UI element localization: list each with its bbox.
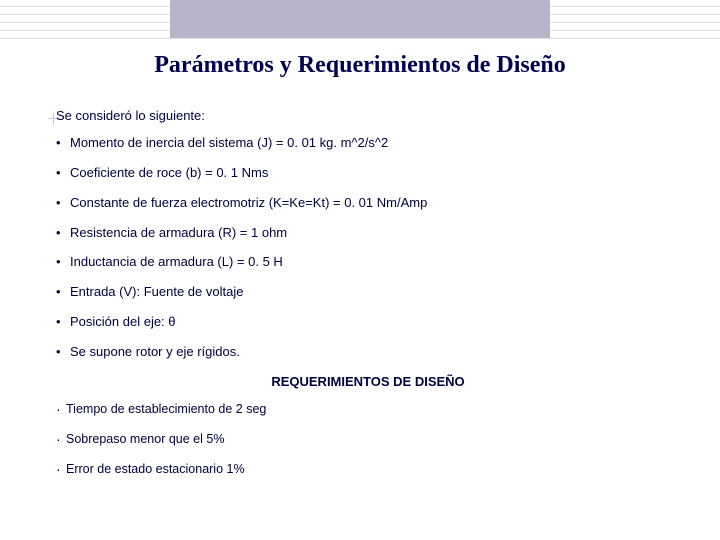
slide-title: Parámetros y Requerimientos de Diseño	[0, 52, 720, 79]
list-item: Coeficiente de roce (b) = 0. 1 Nms	[56, 165, 680, 182]
list-item: Error de estado estacionario 1%	[56, 461, 680, 477]
parameter-list: Momento de inercia del sistema (J) = 0. …	[56, 135, 680, 361]
requirements-heading: REQUERIMIENTOS DE DISEÑO	[56, 374, 680, 391]
list-item: Sobrepaso menor que el 5%	[56, 431, 680, 447]
list-item: Se supone rotor y eje rígidos.	[56, 344, 680, 361]
list-item: Resistencia de armadura (R) = 1 ohm	[56, 225, 680, 242]
list-item: Inductancia de armadura (L) = 0. 5 H	[56, 254, 680, 271]
list-item: Momento de inercia del sistema (J) = 0. …	[56, 135, 680, 152]
slide: Parámetros y Requerimientos de Diseño Se…	[0, 0, 720, 540]
slide-body: Se consideró lo siguiente: Momento de in…	[56, 108, 680, 492]
list-item: Constante de fuerza electromotriz (K=Ke=…	[56, 195, 680, 212]
header-accent-bar	[170, 0, 550, 38]
list-item: Tiempo de establecimiento de 2 seg	[56, 401, 680, 417]
requirements-list: Tiempo de establecimiento de 2 seg Sobre…	[56, 401, 680, 478]
intro-text: Se consideró lo siguiente:	[56, 108, 680, 125]
list-item: Entrada (V): Fuente de voltaje	[56, 284, 680, 301]
list-item: Posición del eje: θ	[56, 314, 680, 331]
